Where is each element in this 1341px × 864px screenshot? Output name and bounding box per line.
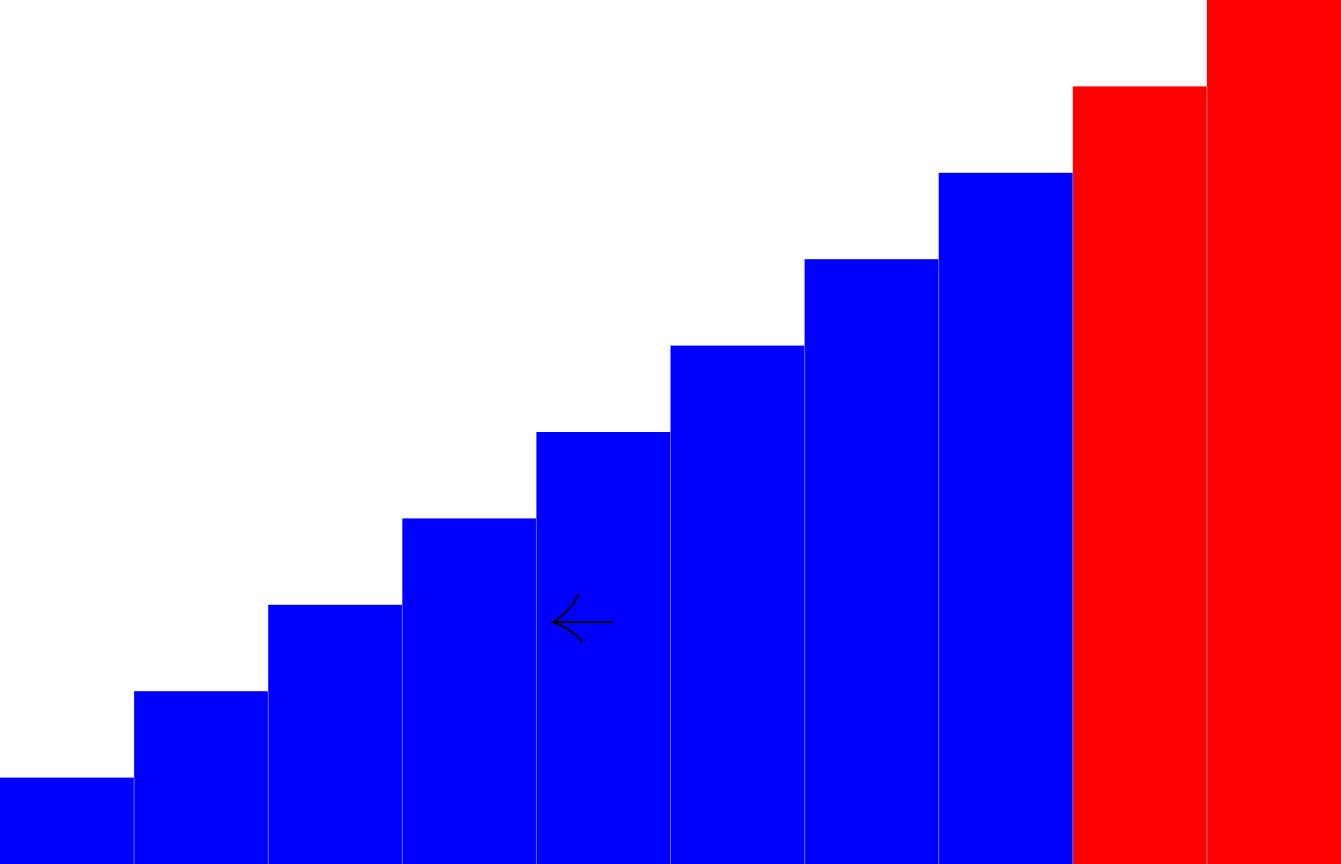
bar-6 [670,345,806,864]
bar-5 [536,432,671,864]
bar-9 [1072,86,1208,864]
bar-2 [134,691,269,864]
bar-3 [268,604,403,864]
bar-10 [1206,0,1341,864]
bar-1 [0,777,135,864]
bar-4 [402,518,537,864]
bar-8 [938,172,1074,864]
bar-7 [804,259,940,864]
